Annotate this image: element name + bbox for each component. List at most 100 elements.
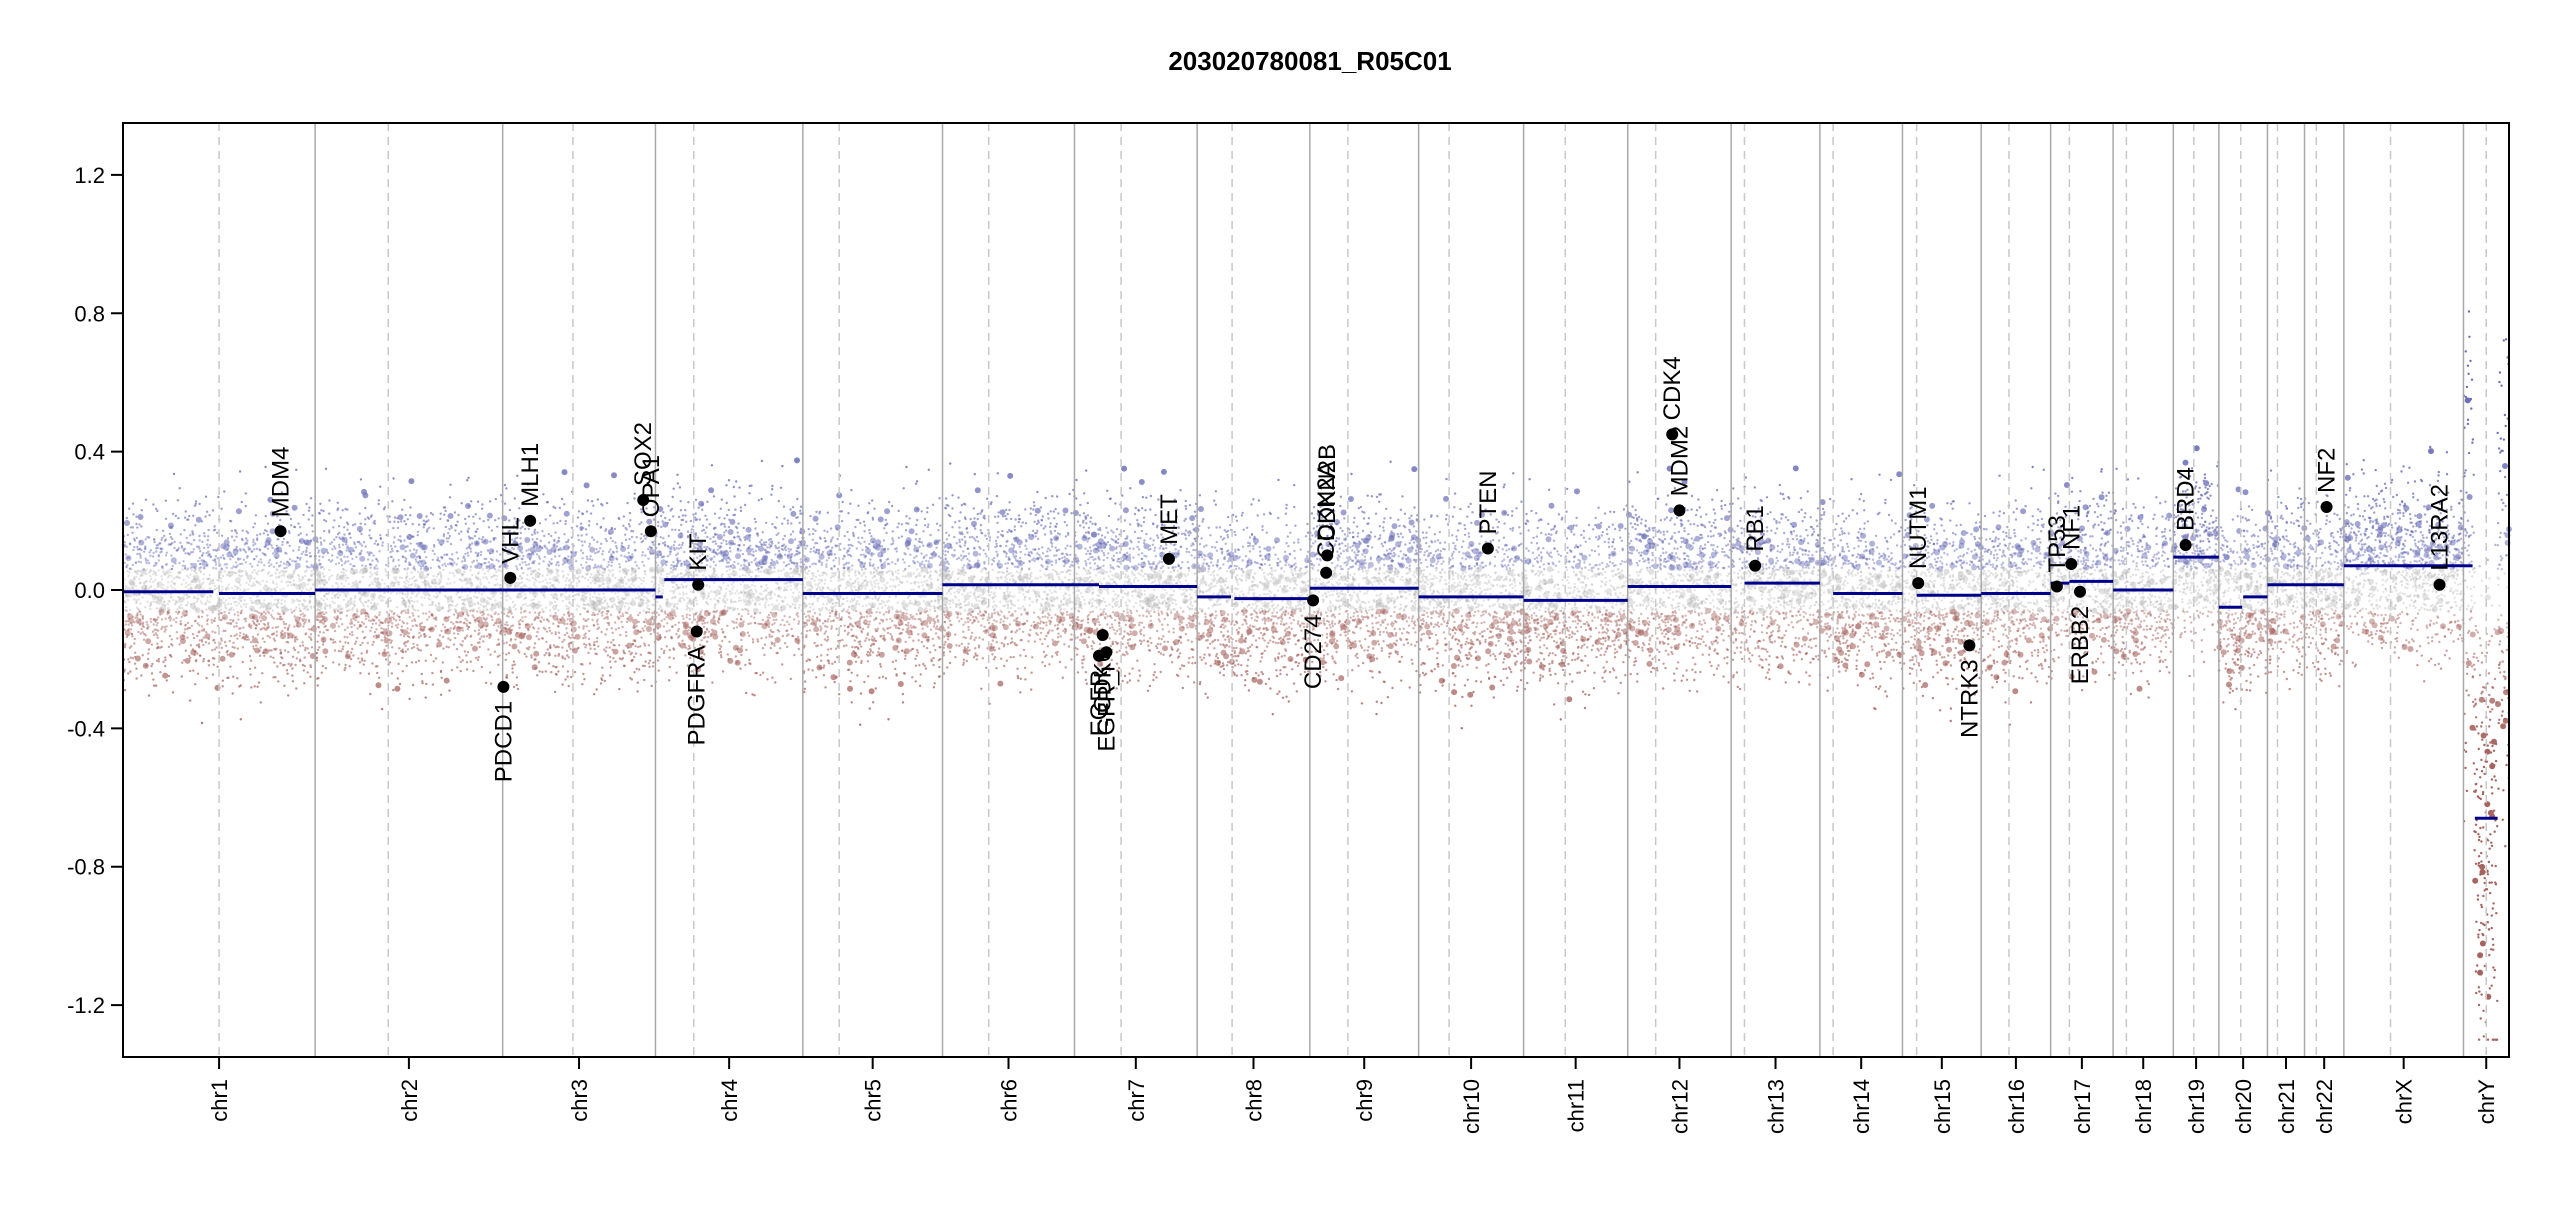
probe-point: [201, 560, 208, 567]
probe-point: [531, 538, 534, 541]
probe-point: [611, 631, 614, 634]
probe-point: [256, 610, 259, 613]
probe-point: [488, 552, 492, 555]
probe-point: [465, 577, 472, 584]
probe-point: [453, 581, 456, 584]
probe-point: [282, 620, 285, 624]
probe-point: [275, 630, 279, 633]
probe-point: [605, 576, 612, 583]
probe-point: [254, 599, 258, 602]
probe-point: [167, 645, 171, 649]
probe-point: [581, 557, 584, 560]
probe-point: [577, 626, 581, 629]
probe-point: [537, 600, 541, 604]
probe-point: [580, 563, 583, 567]
probe-point: [137, 607, 140, 611]
probe-point: [124, 553, 128, 556]
probe-point: [504, 623, 507, 626]
probe-point: [212, 604, 216, 608]
probe-point: [178, 643, 181, 646]
probe-point: [461, 586, 464, 589]
probe-point: [489, 653, 492, 656]
probe-point: [155, 684, 158, 687]
probe-point: [297, 533, 300, 537]
probe-point: [620, 542, 624, 545]
probe-point: [552, 593, 559, 599]
probe-point: [273, 603, 276, 606]
probe-point: [267, 571, 271, 574]
probe-point: [550, 562, 553, 565]
probe-point: [242, 633, 245, 636]
probe-point: [580, 549, 583, 552]
probe-point: [220, 534, 224, 537]
probe-point: [222, 556, 225, 560]
probe-point: [530, 656, 533, 659]
probe-point: [238, 470, 242, 473]
probe-point: [694, 512, 697, 515]
probe-point: [210, 618, 213, 622]
probe-point: [640, 578, 643, 581]
probe-point: [195, 658, 198, 662]
probe-point: [323, 575, 326, 578]
probe-point: [582, 526, 585, 530]
probe-point: [183, 593, 186, 596]
probe-point: [294, 616, 301, 623]
probe-point: [257, 681, 261, 684]
probe-point: [145, 585, 148, 588]
probe-point: [420, 596, 423, 599]
probe-point: [495, 602, 498, 605]
probe-point: [593, 641, 596, 644]
probe-point: [341, 509, 344, 512]
probe-point: [332, 661, 335, 664]
probe-point: [534, 541, 538, 544]
probe-point: [582, 627, 585, 630]
probe-point: [516, 569, 519, 572]
probe-point: [224, 589, 228, 592]
probe-point: [596, 636, 599, 640]
probe-point: [309, 497, 313, 500]
probe-point: [417, 561, 420, 564]
probe-point: [376, 603, 379, 606]
probe-point: [192, 538, 196, 542]
probe-point: [735, 480, 738, 483]
probe-point: [144, 538, 147, 541]
probe-point: [223, 557, 226, 561]
probe-point: [207, 535, 210, 538]
probe-point: [292, 609, 296, 613]
probe-point: [259, 533, 262, 536]
probe-point: [534, 611, 537, 614]
probe-point: [141, 614, 144, 618]
probe-point: [423, 523, 427, 526]
probe-point: [546, 618, 549, 621]
probe-point: [311, 524, 314, 527]
probe-point: [624, 601, 628, 605]
probe-point: [308, 555, 312, 558]
probe-point: [236, 564, 239, 567]
probe-point: [322, 552, 325, 555]
probe-point: [183, 567, 187, 570]
probe-point: [336, 592, 339, 596]
probe-point: [411, 577, 414, 580]
probe-point: [197, 631, 200, 634]
probe-point: [633, 541, 636, 544]
probe-point: [423, 596, 426, 599]
probe-point: [262, 532, 265, 535]
probe-point: [280, 606, 283, 609]
probe-point: [459, 538, 463, 541]
probe-point: [252, 621, 256, 624]
probe-point: [610, 641, 613, 644]
probe-point: [425, 530, 429, 533]
probe-point: [224, 644, 228, 647]
probe-point: [136, 526, 139, 529]
probe-point: [797, 647, 800, 651]
probe-point: [250, 609, 254, 612]
probe-point: [306, 583, 310, 586]
probe-point: [410, 571, 413, 574]
probe-point: [346, 636, 349, 639]
probe-point: [470, 643, 473, 647]
probe-point: [193, 602, 196, 605]
probe-point: [250, 686, 253, 689]
probe-point: [246, 554, 249, 558]
probe-point: [309, 594, 312, 598]
probe-point: [506, 583, 509, 587]
